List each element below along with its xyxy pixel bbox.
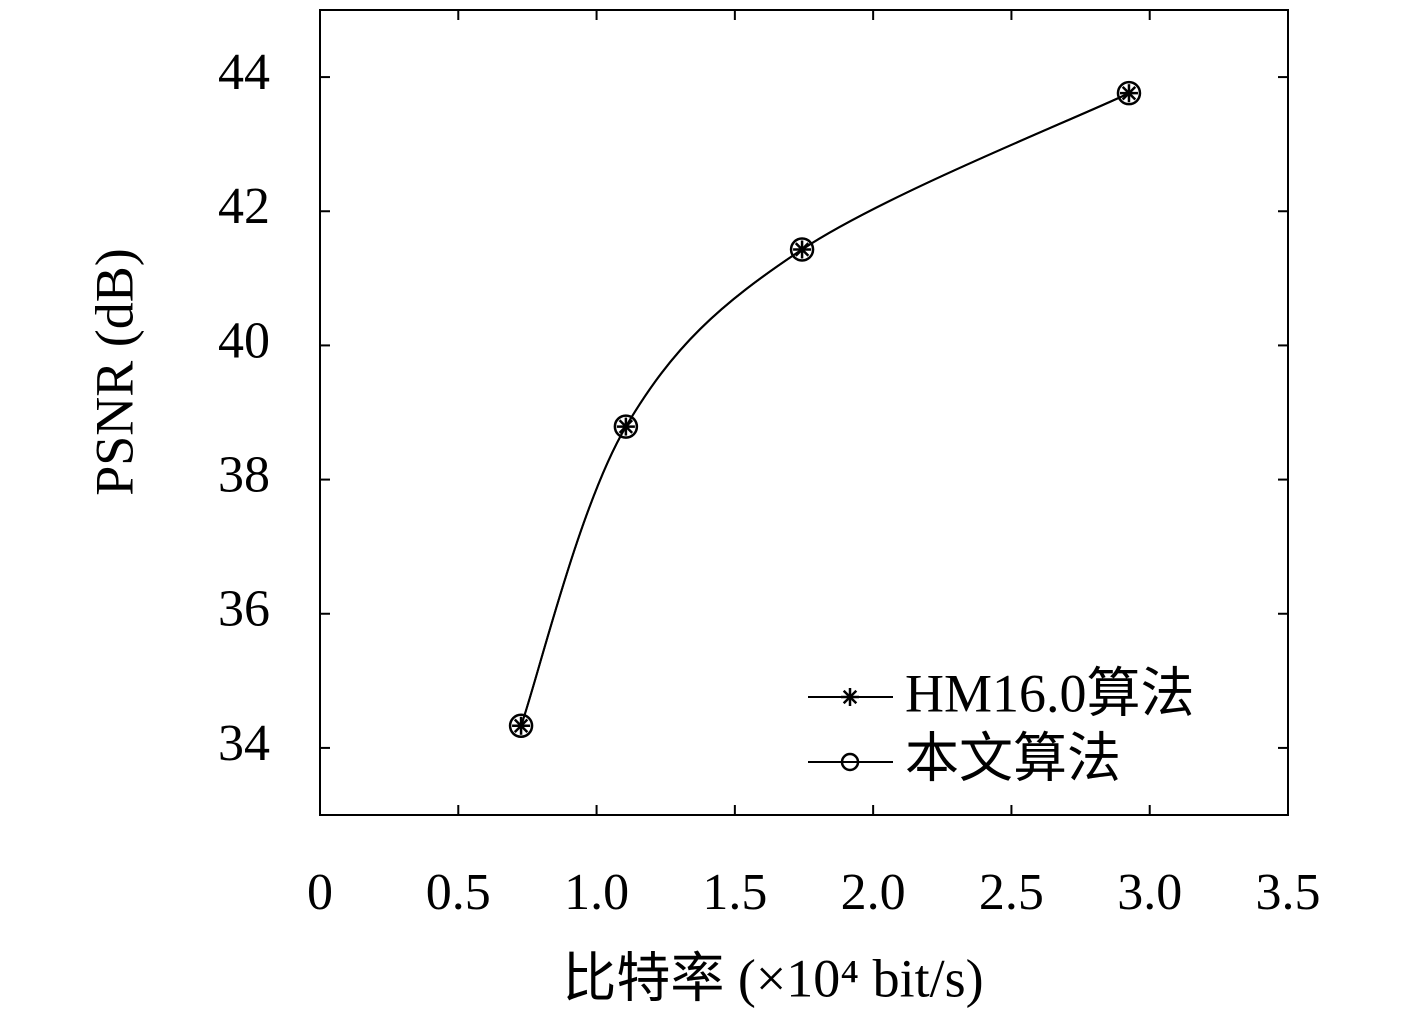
y-tick-label: 42 <box>218 178 270 235</box>
x-tick-label: 0.5 <box>426 864 491 921</box>
x-axis-label: 比特率 (×10⁴ bit/s) <box>562 948 983 1008</box>
x-tick-label: 1.0 <box>564 864 629 921</box>
x-tick-label: 3.0 <box>1117 864 1182 921</box>
x-tick-label: 1.5 <box>702 864 767 921</box>
legend-label: HM16.0算法 <box>905 663 1195 723</box>
circle-marker <box>1116 80 1142 106</box>
plot-frame <box>319 9 1289 816</box>
y-tick-label: 44 <box>218 44 270 101</box>
y-axis-label: PSNR (dB) <box>84 248 144 496</box>
circle-marker <box>613 414 639 439</box>
x-tick-label: 0 <box>307 864 333 921</box>
circle-marker <box>789 237 815 262</box>
star-stroke <box>842 689 858 705</box>
y-tick-label: 38 <box>218 447 270 504</box>
legend-label: 本文算法 <box>905 728 1121 788</box>
circle-marker <box>840 752 860 772</box>
series-line <box>520 92 1130 727</box>
x-tick-label: 2.0 <box>841 864 906 921</box>
star-marker <box>841 688 859 706</box>
circle-marker <box>508 713 534 739</box>
y-tick-label: 36 <box>218 581 270 638</box>
x-tick-label: 2.5 <box>979 864 1044 921</box>
series-line <box>520 92 1130 727</box>
y-tick-label: 34 <box>218 715 270 772</box>
x-tick-label: 3.5 <box>1256 864 1321 921</box>
y-tick-label: 40 <box>218 312 270 369</box>
